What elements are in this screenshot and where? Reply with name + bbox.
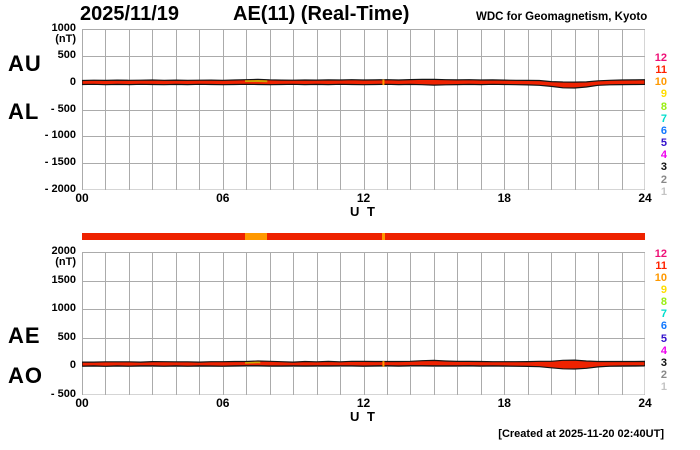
y-axis-tick-label: 500 — [57, 330, 76, 343]
legend-station-count: 5 — [660, 332, 667, 345]
plot-title: AE(11) (Real-Time) — [233, 3, 410, 25]
x-axis-tick-label: 00 — [75, 396, 89, 410]
legend-station-count: 10 — [654, 271, 667, 284]
y-axis-tick-label: - 1500 — [44, 156, 76, 169]
index-label-al: AL — [8, 99, 40, 124]
ae-ao-plot-area — [82, 252, 645, 395]
x-axis-tick-label: 06 — [216, 191, 230, 205]
x-axis-tick-label: 12 — [356, 191, 371, 205]
y-axis-unit-label: (nT) — [55, 256, 76, 268]
legend-station-count: 6 — [660, 124, 667, 137]
legend-station-count: 4 — [660, 344, 667, 357]
legend-station-count: 1 — [660, 185, 667, 198]
y-axis-tick-label: - 2000 — [44, 183, 76, 195]
ae-ao-band — [82, 359, 645, 370]
yellow-segment-overlay — [245, 361, 261, 364]
y-axis-tick-label: 1000 — [51, 302, 76, 315]
y-axis-tick-label: 0 — [69, 75, 76, 88]
legend-station-count: 9 — [660, 283, 667, 296]
legend-station-count: 8 — [660, 100, 667, 113]
x-axis-title: U T — [350, 409, 377, 424]
y-axis-tick-label: 1000 — [51, 22, 76, 34]
availability-bar-segment — [245, 233, 268, 240]
y-axis-tick-label: 500 — [57, 48, 76, 61]
legend-station-count: 12 — [654, 52, 667, 64]
y-axis-tick-label: - 1000 — [44, 129, 76, 142]
y-axis-tick-label: - 500 — [50, 388, 76, 400]
plot-date: 2025/11/19 — [80, 3, 179, 25]
legend-station-count: 11 — [655, 64, 667, 77]
legend-station-count: 3 — [660, 161, 667, 174]
legend-station-count: 6 — [660, 320, 667, 333]
yellow-segment-overlay — [245, 80, 268, 83]
x-axis-tick-label: 18 — [497, 191, 511, 205]
legend-station-count: 3 — [660, 356, 667, 369]
x-axis-tick-label: 24 — [638, 396, 652, 410]
x-axis-title: U T — [350, 204, 377, 219]
y-axis-tick-label: - 500 — [50, 102, 76, 115]
x-axis-tick-label: 00 — [75, 191, 89, 205]
data-availability-bar — [82, 233, 645, 240]
legend-station-count: 1 — [660, 381, 667, 394]
legend-station-count: 8 — [660, 296, 667, 309]
au-al-band — [82, 78, 645, 89]
y-axis-tick-label: 0 — [69, 359, 76, 372]
legend-station-count: 5 — [660, 137, 667, 150]
legend-station-count: 2 — [660, 173, 667, 186]
y-axis-tick-label: 1500 — [51, 273, 76, 286]
y-axis-tick-label: 2000 — [51, 245, 76, 257]
legend-station-count: 4 — [660, 149, 667, 162]
legend-station-count: 9 — [660, 88, 667, 101]
legend-station-count: 7 — [660, 112, 667, 125]
legend-station-count: 12 — [654, 247, 667, 260]
legend-station-count: 2 — [660, 369, 667, 381]
index-label-ao: AO — [8, 363, 43, 388]
index-label-ae: AE — [8, 323, 41, 348]
legend-station-count: 10 — [654, 76, 667, 89]
legend-station-count: 11 — [655, 259, 667, 272]
x-axis-tick-label: 24 — [638, 191, 652, 205]
x-axis-tick-label: 12 — [356, 396, 371, 410]
grid-lines — [82, 252, 645, 395]
legend-station-count: 7 — [660, 308, 667, 321]
x-axis-tick-label: 18 — [497, 396, 511, 410]
created-at-text: [Created at 2025-11-20 02:40UT] — [498, 428, 664, 440]
x-axis-tick-label: 06 — [216, 396, 230, 410]
index-label-au: AU — [8, 51, 42, 76]
credit-text: WDC for Geomagnetism, Kyoto — [476, 11, 648, 23]
grid-lines — [82, 29, 645, 190]
au-al-plot-area — [82, 29, 645, 190]
availability-bar-segment — [381, 233, 386, 240]
y-axis-unit-label: (nT) — [55, 33, 76, 45]
